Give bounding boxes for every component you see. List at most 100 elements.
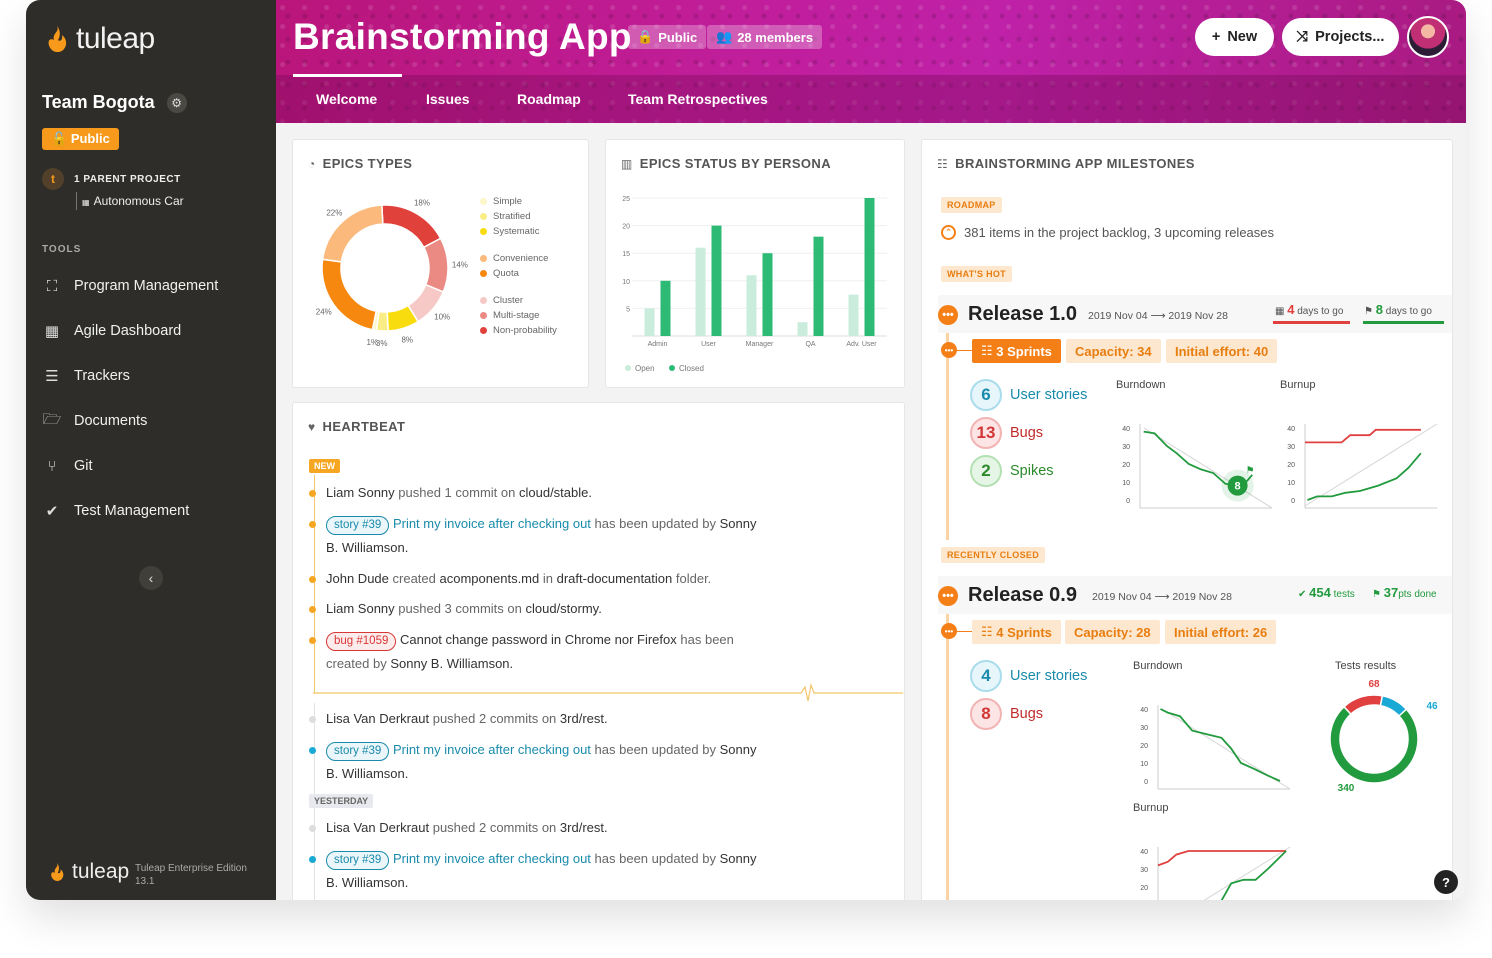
milestones-title: BRAINSTORMING APP MILESTONES [955,156,1195,171]
tab-issues[interactable]: Issues [426,91,470,107]
initial-effort-chip: Initial effort: 40 [1166,339,1278,363]
parent-project-link[interactable]: ▦ Autonomous Car [82,194,184,208]
stat-label: Bugs [1010,706,1044,722]
backlog-summary[interactable]: ⌃ 381 items in the project backlog, 3 up… [941,225,1274,240]
artifact-link[interactable]: Print my invoice after checking out [392,851,591,866]
yesterday-tag: YESTERDAY [309,794,374,808]
sprints-menu-icon[interactable]: ••• [941,342,957,358]
actor-continued[interactable]: B. Williamson. [326,875,409,890]
actor[interactable]: Liam Sonny [326,485,395,500]
artifact-link[interactable]: Print my invoice after checking out [392,742,591,757]
projects-button[interactable]: ⤨ Projects... [1282,18,1399,56]
new-button[interactable]: + New [1195,18,1274,56]
action: pushed 2 commits on [432,820,557,835]
artifact-link[interactable]: Print my invoice after checking out [392,516,591,531]
bar [813,236,824,336]
target[interactable]: acomponents.md [439,571,540,586]
y-tick-label: 30 [1287,444,1295,451]
tests-label: tests [1333,589,1355,600]
logo-wordmark: tuleap [76,22,155,55]
actor[interactable]: Lisa Van Derkraut [326,820,430,835]
edition-name: Tuleap Enterprise Edition [135,863,247,874]
legend-item-quota: Quota [480,266,557,281]
signpost-icon: ☷ [981,624,993,639]
tab-team-retrospectives[interactable]: Team Retrospectives [628,91,768,107]
spikes-stat[interactable]: 2 Spikes [970,455,1054,487]
user-avatar[interactable] [1407,16,1449,58]
actor[interactable]: Sonny B. Williamson. [390,656,514,671]
y-tick-label: 10 [1287,480,1295,487]
recently-closed-tag: RECENTLY CLOSED [941,547,1046,563]
sidebar-item-label: Trackers [74,368,130,384]
members-badge[interactable]: 👥 28 members [707,25,823,49]
actor[interactable]: Sonny [719,851,757,866]
check-icon: ✔ [45,503,59,520]
bugs-stat[interactable]: 8 Bugs [970,698,1043,730]
collapse-sidebar-button[interactable]: ‹ [139,566,163,590]
release-row[interactable] [938,295,1452,333]
actor-continued[interactable]: B. Williamson. [326,540,409,555]
bugs-stat[interactable]: 13 Bugs [970,417,1043,449]
y-tick-label: 30 [1122,444,1130,451]
page-title: Brainstorming App [293,16,632,57]
plus-icon: + [1211,29,1221,45]
actor[interactable]: Sonny [719,742,757,757]
sprints-chip[interactable]: ☷ 4 Sprints [972,620,1061,644]
artifact-badge[interactable]: story #39 [326,742,390,761]
user-stories-stat[interactable]: 4 User stories [970,660,1087,692]
edition-info: Tuleap Enterprise Edition 13.1 [135,862,265,888]
user-stories-stat[interactable]: 6 User stories [970,379,1087,411]
target[interactable]: cloud/stormy. [525,601,602,616]
release-row[interactable] [938,576,1452,614]
artifact-title[interactable]: Cannot change password in Chrome nor Fir… [400,632,677,647]
flag-icon: ⚑ [1364,306,1373,317]
actor[interactable]: Liam Sonny [326,601,395,616]
target[interactable]: 3rd/rest. [559,820,608,835]
actor-continued[interactable]: B. Williamson. [326,766,409,781]
stat-number: 6 [970,379,1002,411]
y-tick-label: 5 [626,306,630,313]
sidebar-item-agile-dashboard[interactable]: ▦ Agile Dashboard [42,319,181,343]
actor[interactable]: John Dude [326,571,389,586]
new-tag: NEW [309,459,340,473]
release-menu-icon[interactable]: ••• [938,305,958,325]
target[interactable]: 3rd/rest. [559,711,608,726]
release-menu-icon[interactable]: ••• [938,586,958,606]
tab-roadmap[interactable]: Roadmap [517,91,581,107]
help-button[interactable]: ? [1434,870,1458,894]
edition-version: 13.1 [135,876,155,887]
release-name[interactable]: Release 0.9 [968,584,1077,606]
gear-icon[interactable]: ⚙ [166,92,187,113]
y-tick-label: 0 [1126,498,1130,505]
sprints-chip[interactable]: ☷ 3 Sprints [972,339,1061,363]
actor[interactable]: Lisa Van Derkraut [326,711,430,726]
capacity-chip: Capacity: 34 [1066,339,1161,363]
artifact-badge[interactable]: story #39 [326,516,390,535]
artifact-badge[interactable]: story #39 [326,851,390,870]
bar [848,294,859,336]
legend-swatch [480,213,487,220]
sidebar-item-trackers[interactable]: ☰ Trackers [42,364,130,388]
check-icon: ✔ [1298,589,1307,600]
y-tick-label: 10 [622,279,630,286]
release-name[interactable]: Release 1.0 [968,303,1077,325]
sidebar-item-program-management[interactable]: ⛶ Program Management [42,274,219,298]
tuleap-logo[interactable]: tuleap [44,22,155,56]
legend-label: Multi-stage [493,310,540,321]
actor[interactable]: Sonny [719,516,757,531]
y-tick-label: 20 [622,224,630,231]
legend-swatch [480,270,487,277]
artifact-badge[interactable]: bug #1059 [326,632,397,651]
sidebar-item-git[interactable]: ⑂ Git [42,454,92,478]
sprints-menu-icon[interactable]: ••• [941,623,957,639]
sidebar-item-test-management[interactable]: ✔ Test Management [42,499,190,523]
sidebar-item-documents[interactable]: 🗁 Documents [42,409,148,433]
tab-welcome[interactable]: Welcome [316,91,378,107]
donut-slice-label: 68 [1368,679,1380,690]
x-tick-label: Admin [648,341,668,348]
target[interactable]: draft-documentation [556,571,673,586]
project-name[interactable]: Team Bogota ⚙ [42,92,187,113]
legend-item-cluster: Cluster [480,293,557,308]
target[interactable]: cloud/stable. [518,485,592,500]
days-to-go-a: ▦ 4 days to go [1275,302,1343,317]
